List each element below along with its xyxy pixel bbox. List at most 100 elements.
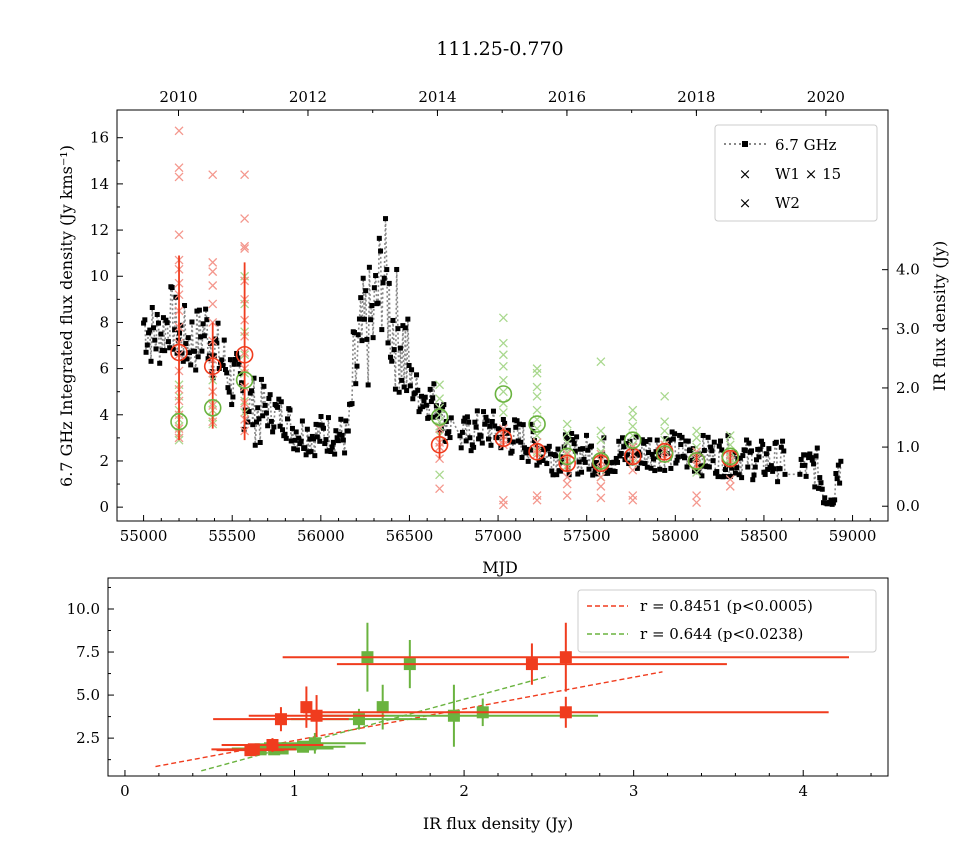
maser-point <box>644 464 650 470</box>
maser-point <box>580 446 586 452</box>
maser-point <box>308 449 314 455</box>
w1-mean <box>170 343 188 362</box>
maser-point <box>225 385 231 391</box>
maser-point <box>384 267 390 273</box>
maser-point <box>414 372 420 378</box>
x-tick-label: 55000 <box>120 527 168 545</box>
maser-point <box>142 317 148 323</box>
w2-mean <box>687 452 706 470</box>
maser-point <box>222 367 228 373</box>
maser-point <box>266 395 272 401</box>
maser-point <box>729 465 735 471</box>
maser-point <box>479 440 485 446</box>
maser-point <box>360 275 366 281</box>
maser-point <box>423 402 429 408</box>
maser-point <box>524 450 530 456</box>
maser-point <box>817 475 823 481</box>
maser-point <box>294 447 300 453</box>
maser-point <box>391 347 397 353</box>
maser-point <box>200 321 206 327</box>
maser-point <box>397 345 403 351</box>
w2-sample <box>498 350 508 360</box>
maser-point <box>833 471 839 477</box>
maser-point <box>473 424 479 430</box>
maser-point <box>441 402 447 408</box>
maser-point <box>370 335 376 341</box>
maser-point <box>395 326 401 332</box>
w1-sample <box>562 472 572 482</box>
maser-point <box>381 275 387 281</box>
maser-point <box>633 434 639 440</box>
w1-mean <box>430 436 449 454</box>
correlation-point <box>274 713 287 726</box>
maser-point <box>464 414 470 420</box>
maser-point <box>368 317 374 323</box>
maser-point <box>554 472 560 478</box>
maser-point <box>246 409 252 415</box>
maser-point <box>410 396 416 402</box>
maser-point <box>317 438 323 444</box>
maser-point <box>268 418 274 424</box>
maser-point <box>668 465 674 471</box>
w1-sample <box>660 440 670 450</box>
w1-sample <box>532 495 542 505</box>
maser-point <box>564 435 570 441</box>
maser-point <box>714 469 720 475</box>
maser-point <box>518 439 524 445</box>
maser-point <box>652 468 658 474</box>
correlation-point <box>300 701 313 714</box>
maser-point <box>700 432 706 438</box>
maser-point <box>369 303 375 309</box>
w2-sample <box>435 403 445 413</box>
maser-point <box>672 431 678 437</box>
maser-point <box>447 435 453 441</box>
maser-point <box>186 350 192 356</box>
maser-point <box>616 438 622 444</box>
y-tick-label: 2 <box>99 452 109 470</box>
maser-point <box>203 306 209 312</box>
maser-point <box>457 433 463 439</box>
maser-point <box>478 433 484 439</box>
maser-point <box>227 357 233 363</box>
y-tick-label: 5.0 <box>76 686 100 704</box>
y-tick-label: 7.5 <box>76 643 100 661</box>
maser-point <box>318 414 324 420</box>
maser-point <box>282 431 288 437</box>
maser-point <box>364 336 370 342</box>
maser-point <box>698 463 704 469</box>
w2-mean <box>655 445 674 463</box>
w2-sample <box>628 421 638 431</box>
maser-point <box>719 447 725 453</box>
maser-point <box>375 300 381 306</box>
maser-point <box>742 448 748 454</box>
maser-point <box>205 356 211 362</box>
w2-sample <box>692 468 702 477</box>
maser-point <box>349 401 355 407</box>
maser-point <box>699 473 705 479</box>
maser-point <box>808 455 814 461</box>
maser-point <box>782 471 788 477</box>
maser-point <box>752 464 758 470</box>
maser-point <box>734 465 740 471</box>
maser-point <box>745 464 751 470</box>
maser-point <box>667 437 673 443</box>
w2-sample <box>725 440 735 450</box>
maser-point <box>184 356 190 362</box>
maser-point <box>778 444 784 450</box>
maser-point <box>725 433 731 439</box>
maser-point <box>510 439 516 445</box>
maser-point <box>621 444 627 450</box>
w1-sample <box>532 438 542 447</box>
maser-point <box>287 407 293 413</box>
light-curve-ylabel-right: IR flux density (Jy) <box>930 241 949 391</box>
maser-point <box>768 463 774 469</box>
w2-sample <box>498 408 508 417</box>
maser-point <box>732 470 738 476</box>
maser-point <box>762 471 768 477</box>
maser-point <box>665 439 671 445</box>
maser-point <box>160 315 166 321</box>
maser-point <box>158 331 164 337</box>
maser-point <box>419 393 425 399</box>
maser-point <box>153 346 159 352</box>
maser-point <box>590 472 596 478</box>
